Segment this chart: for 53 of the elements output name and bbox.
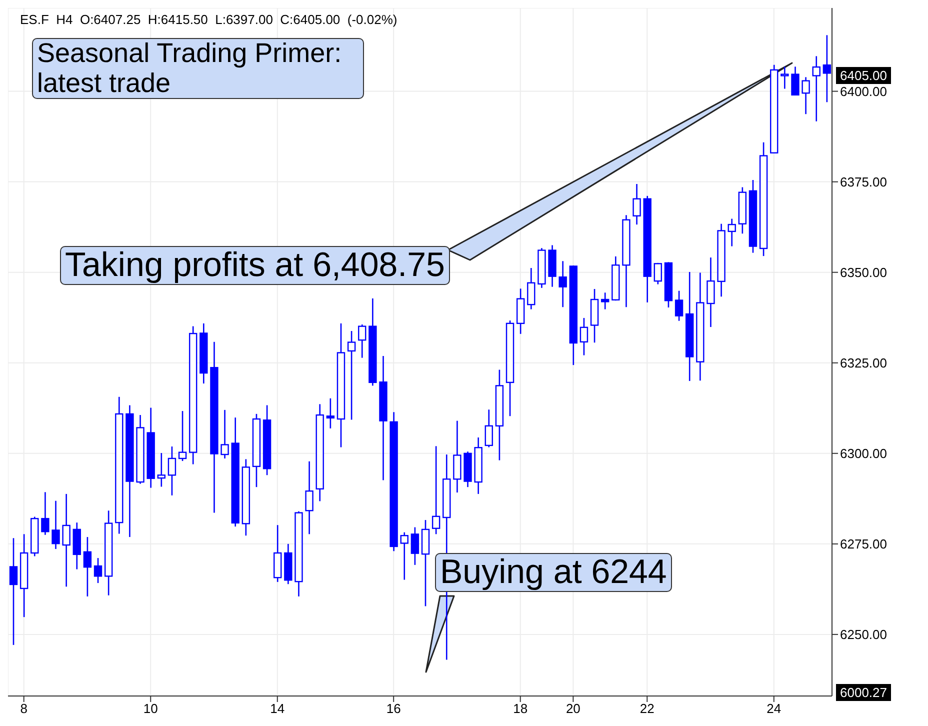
candlestick (326, 398, 335, 430)
candlestick (157, 452, 166, 488)
candlestick (83, 536, 92, 598)
y-tick-label: 6300.00 (840, 446, 887, 462)
x-tick-label: 22 (640, 701, 654, 716)
candlestick (432, 445, 440, 535)
y-tick-label: 6275.00 (840, 536, 887, 552)
x-tick-label: 20 (566, 701, 580, 716)
candlestick (41, 491, 50, 536)
candlestick (410, 526, 420, 566)
x-tick-label: 24 (766, 701, 782, 716)
candlestick (558, 260, 567, 308)
candlestick (791, 66, 800, 96)
candlestick (220, 409, 229, 460)
candlestick (347, 330, 356, 420)
text: 6000.27 (836, 684, 891, 701)
candlestick (168, 446, 176, 496)
candlestick (728, 218, 736, 247)
y-tick-label: 6375.00 (840, 174, 887, 190)
candlestick (358, 324, 366, 358)
annotation: Buying at 6244 (435, 553, 672, 592)
annotation: Taking profits at 6,408.75 (60, 246, 450, 286)
text: 6405.00 (836, 67, 891, 84)
candlestick (706, 256, 715, 328)
candlestick (600, 292, 610, 310)
x-tick-label: 16 (386, 701, 401, 716)
candlestick (484, 408, 493, 448)
candlestick (52, 500, 60, 550)
y-tick-label: 6400.00 (840, 84, 887, 99)
candlestick (94, 557, 102, 584)
candlestick (632, 183, 641, 226)
candlestick (400, 532, 408, 580)
y-tick-label: 6350.00 (840, 264, 887, 280)
candlestick (9, 537, 18, 646)
candlestick (62, 493, 70, 588)
candlestick (527, 267, 536, 310)
annotation: Seasonal Trading Primer: latest trade (32, 38, 364, 100)
x-tick-label: 14 (270, 701, 285, 716)
y-tick-label: 6250.00 (840, 627, 887, 642)
x-tick-label: 10 (143, 701, 158, 716)
chart-title: ES.F H4 O:6407.25 H:6415.50 L:6397.00 C:6405.00 (-0.02%) (20, 12, 398, 27)
x-tick-label: 8 (20, 701, 28, 716)
candlestick (780, 66, 789, 90)
y-tick-label: 6325.00 (840, 355, 887, 370)
candlestick (178, 410, 187, 462)
candlestick (453, 420, 462, 494)
candlestick (305, 460, 314, 535)
candlestick (654, 262, 662, 285)
candlestick (802, 76, 810, 115)
candlestick (580, 317, 588, 356)
candlestick (674, 290, 684, 322)
x-tick-label: 18 (513, 701, 528, 716)
candlestick (812, 56, 820, 122)
